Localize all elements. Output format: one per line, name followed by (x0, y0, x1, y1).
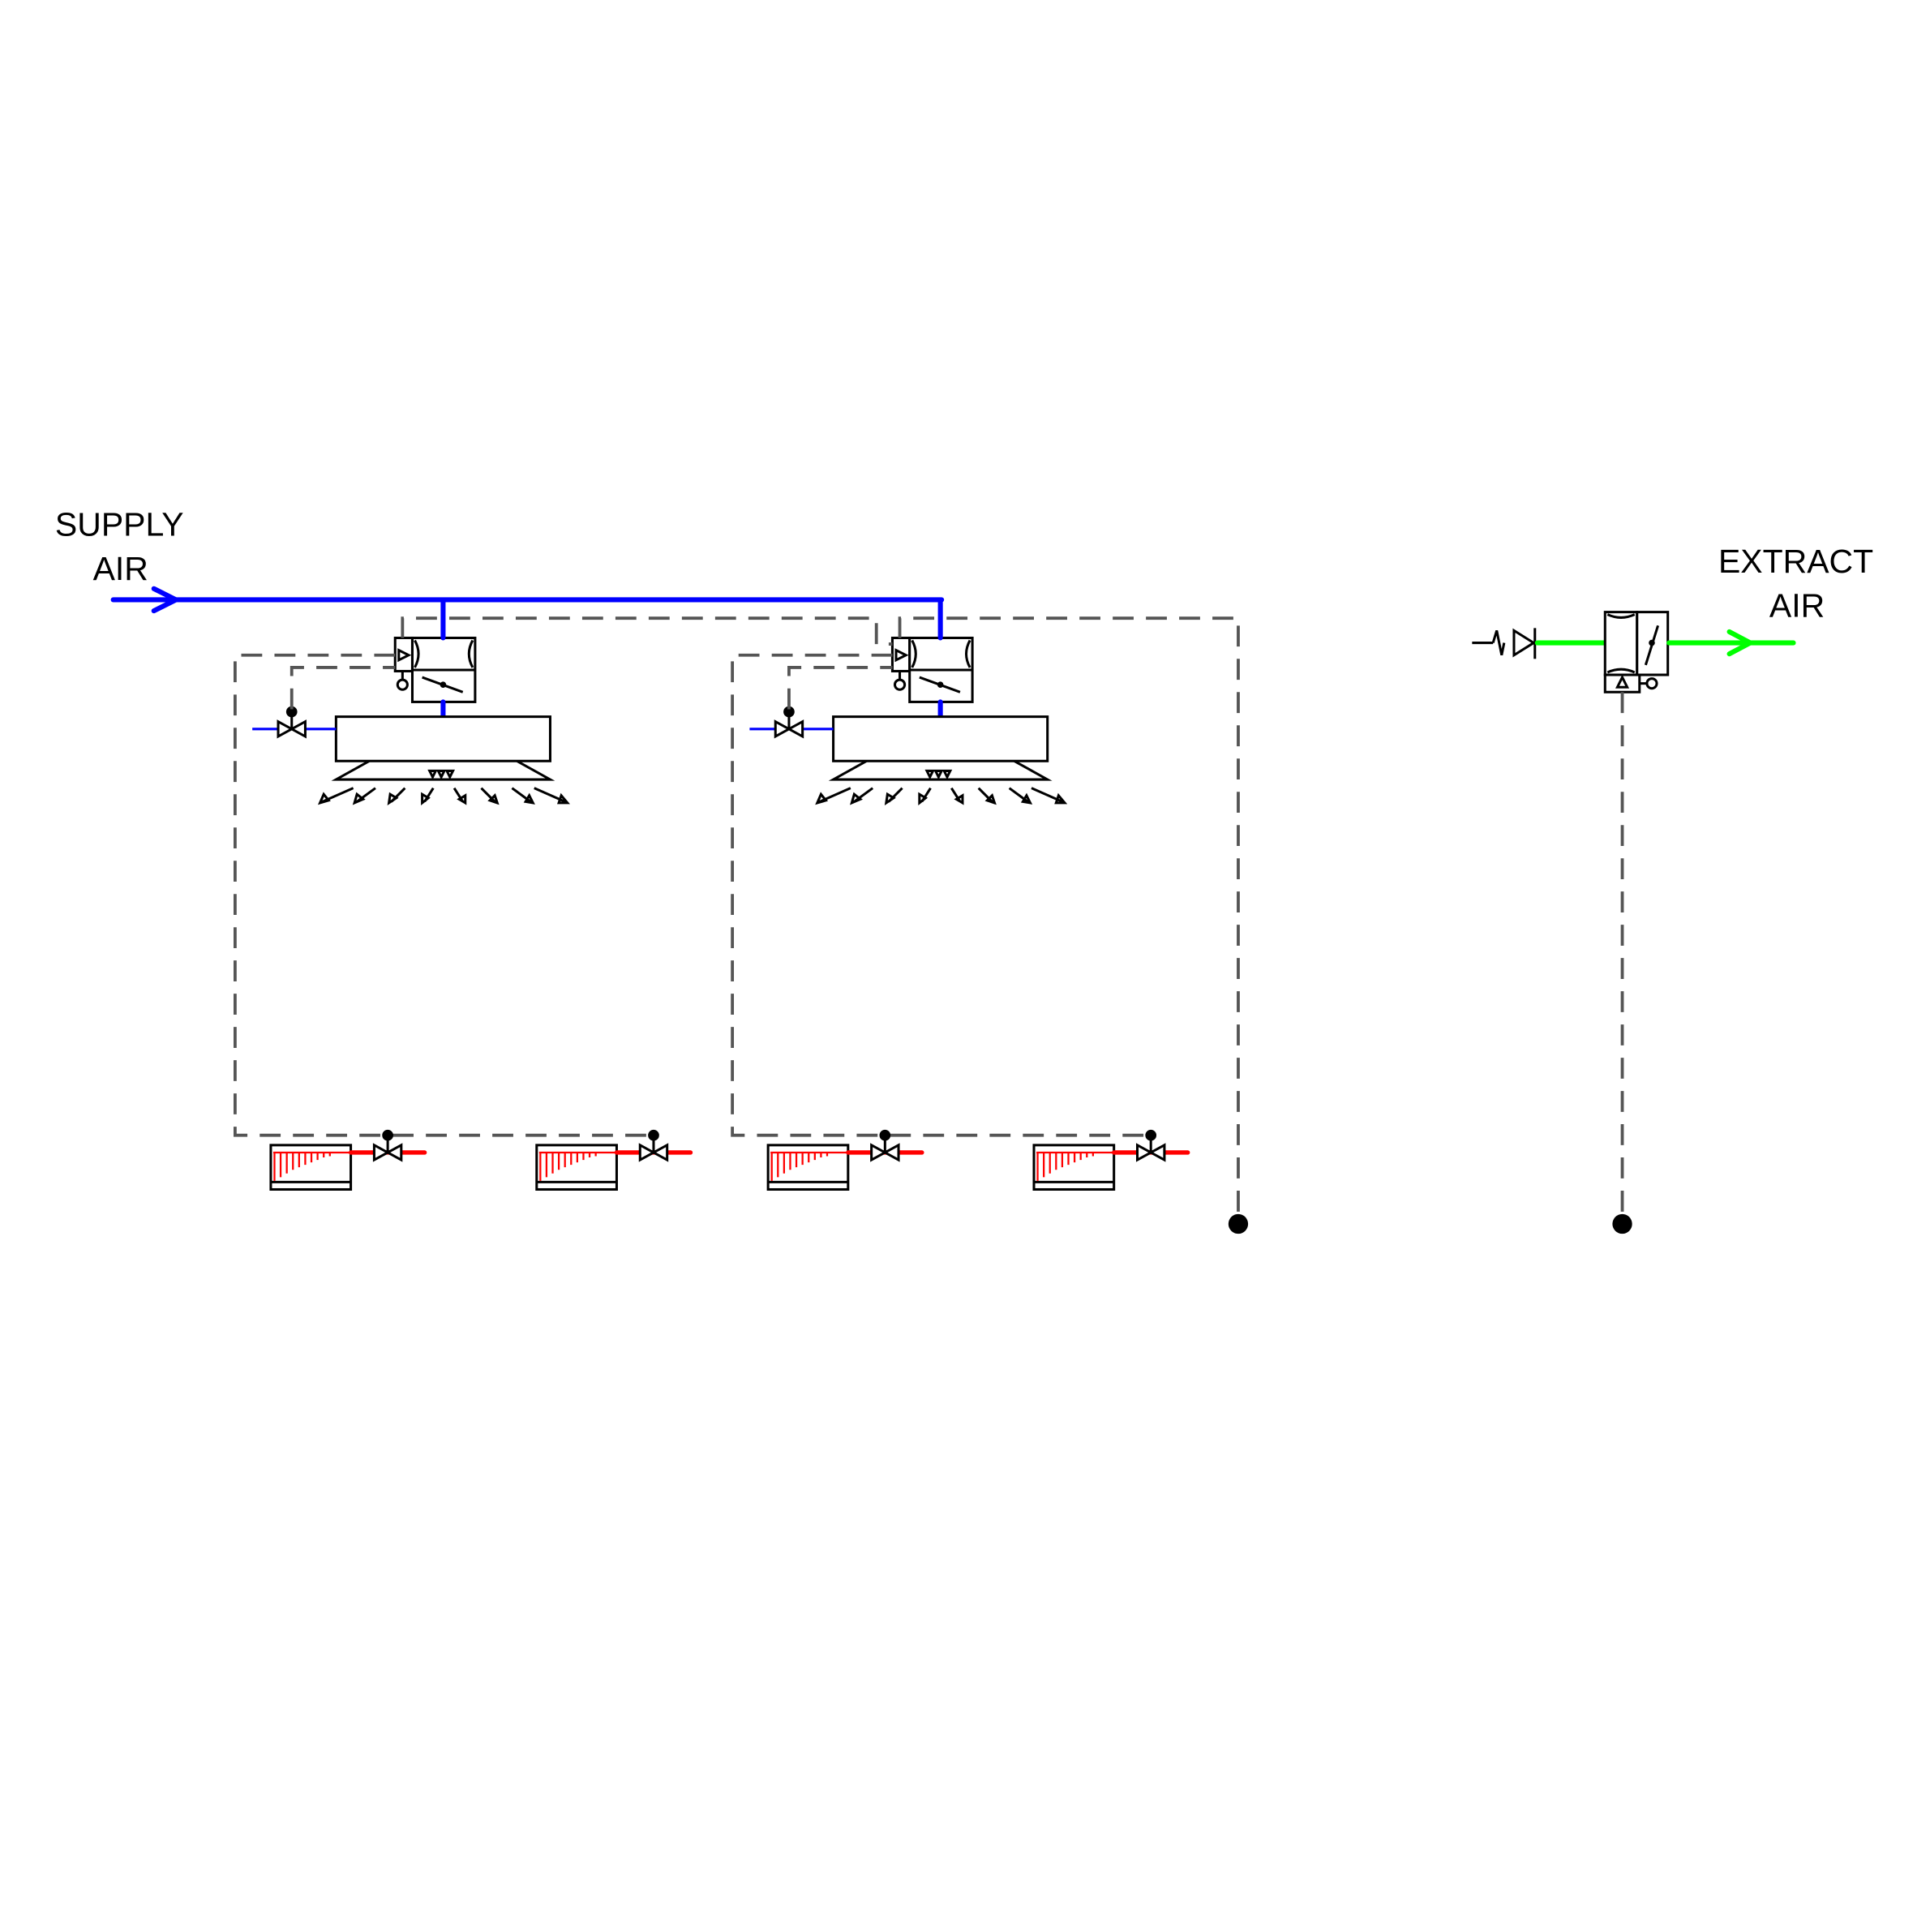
supply-label-2: AIR (93, 550, 148, 587)
controller-terminal-icon (1228, 1213, 1249, 1234)
controller-terminal-icon (1612, 1213, 1632, 1234)
extract-label-2: AIR (1769, 587, 1825, 625)
extract-label-1: EXTRACT (1718, 543, 1873, 580)
control-line (898, 616, 1240, 1217)
extract-assembly (1472, 611, 1796, 1234)
control-line (401, 616, 893, 646)
check-damper-icon (1512, 628, 1537, 658)
extract-arrow-icon (1726, 629, 1756, 657)
supply-arrow-icon (151, 586, 182, 614)
zone-unit-1 (235, 601, 691, 1190)
flex-connector-icon (1491, 629, 1506, 656)
supply-label-1: SUPPLY (55, 506, 184, 543)
zone-unit-2 (732, 601, 1188, 1190)
sensor-icon (1615, 674, 1630, 689)
